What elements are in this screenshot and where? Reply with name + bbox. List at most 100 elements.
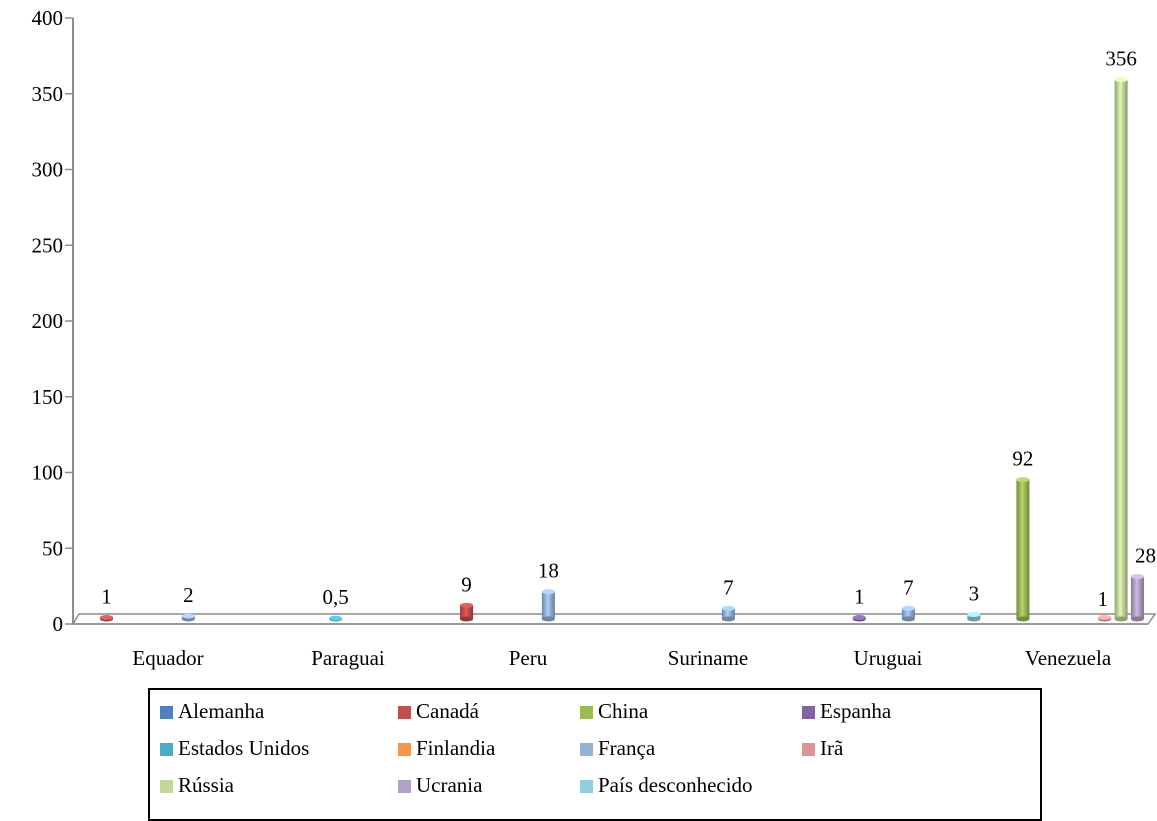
bar-cap	[181, 613, 195, 619]
bar-china-venezuela	[1016, 477, 1030, 622]
legend-item-frança: França	[580, 733, 655, 763]
legend-item-alemanha: Alemanha	[160, 696, 264, 726]
data-label: 356	[1105, 47, 1137, 71]
bar-body	[1114, 79, 1128, 619]
data-label: 9	[461, 572, 472, 596]
bar-cap	[901, 605, 915, 611]
bar-body	[901, 608, 915, 619]
bar-base	[1016, 616, 1030, 622]
data-label: 28	[1135, 544, 1156, 568]
legend-swatch	[580, 780, 593, 793]
bar-body	[541, 591, 555, 619]
bar-irã-venezuela	[1098, 614, 1112, 622]
x-tick-label: Paraguai	[311, 646, 385, 670]
bar-base	[1114, 616, 1128, 622]
bar-cap	[541, 589, 555, 595]
bar-base	[721, 616, 735, 622]
bar-cap	[1114, 77, 1128, 83]
bar-base	[1130, 616, 1144, 622]
bar-cap	[1130, 574, 1144, 580]
data-label: 2	[183, 583, 194, 607]
bar-base	[967, 616, 981, 622]
legend-swatch	[160, 780, 173, 793]
legend-label: França	[598, 736, 656, 760]
data-label: 1	[1097, 587, 1108, 611]
legend-label: Irã	[820, 736, 844, 760]
y-tick-label: 100	[32, 461, 64, 485]
bar-frança-peru	[541, 589, 555, 622]
y-tick-label: 150	[32, 385, 64, 409]
data-label: 18	[538, 559, 559, 583]
bar-cap	[100, 614, 114, 620]
legend-swatch	[580, 743, 593, 756]
x-tick-label: Uruguai	[854, 646, 923, 670]
bar-frança-equador	[181, 613, 195, 622]
x-tick-label: Suriname	[668, 646, 748, 670]
bar-body	[1130, 576, 1144, 619]
bar-espanha-uruguai	[852, 614, 866, 622]
bar-body	[1016, 479, 1030, 619]
bar-cap	[460, 602, 474, 608]
y-tick-label: 300	[32, 158, 64, 182]
y-tick-label: 350	[32, 82, 64, 106]
chart-floor	[71, 613, 1157, 625]
bar-body	[460, 605, 474, 619]
legend-item-irã: Irã	[802, 733, 843, 763]
bar-país-desconhecido-uruguai	[967, 611, 981, 622]
legend-swatch	[160, 706, 173, 719]
chart-labels: 0 50 100 150 200 250 300 350 400 Equador Paraguai P…	[32, 6, 1156, 670]
legend-label: Ucrania	[416, 773, 483, 797]
bar-canadá-peru	[460, 602, 474, 622]
legend-swatch	[398, 780, 411, 793]
legend-item-china: China	[580, 696, 648, 726]
legend-swatch	[802, 706, 815, 719]
legend-swatch	[580, 706, 593, 719]
bar-cap	[1098, 614, 1112, 620]
legend-label: Estados Unidos	[178, 736, 310, 760]
legend-swatch	[398, 743, 411, 756]
legend-item-rússia: Rússia	[160, 770, 234, 800]
bar-body	[721, 608, 735, 619]
bar-chart: 0 50 100 150 200 250 300 350 400 Equador Paraguai P…	[32, 6, 1157, 670]
bar-base	[901, 616, 915, 622]
y-tick-label: 250	[32, 233, 64, 257]
legend-swatch	[802, 743, 815, 756]
bar-base	[541, 616, 555, 622]
x-tick-label: Peru	[509, 646, 548, 670]
legend-label: Rússia	[178, 773, 235, 797]
legend-item-país-desconhecido: País desconhecido	[580, 770, 753, 800]
bar-cap	[721, 605, 735, 611]
bar-canadá-equador	[100, 614, 114, 622]
legend-label: China	[598, 699, 649, 723]
bar-cap	[852, 614, 866, 620]
legend-item-espanha: Espanha	[802, 696, 891, 726]
bar-cap	[1016, 477, 1030, 483]
bar-frança-suriname	[721, 605, 735, 622]
x-tick-label: Venezuela	[1025, 646, 1112, 670]
bar-cap	[967, 611, 981, 617]
bar-estados-unidos-paraguai	[329, 615, 343, 622]
chart-legend: Alemanha Canadá China Espanha Estados Unidos…	[148, 688, 1042, 821]
bar-frança-uruguai	[901, 605, 915, 622]
x-tick-label: Equador	[132, 646, 203, 670]
bar-rússia-venezuela	[1114, 77, 1128, 622]
data-label: 1	[854, 584, 865, 608]
data-label: 92	[1012, 447, 1033, 471]
y-tick-label: 200	[32, 309, 64, 333]
data-label: 1	[101, 584, 112, 608]
legend-label: Alemanha	[178, 699, 265, 723]
bar-base	[460, 616, 474, 622]
legend-swatch	[160, 743, 173, 756]
legend-label: País desconhecido	[598, 773, 753, 797]
data-label: 7	[723, 575, 734, 599]
y-tick-label: 0	[53, 612, 64, 636]
data-label: 7	[903, 575, 914, 599]
legend-item-finlandia: Finlandia	[398, 733, 495, 763]
y-tick-label: 400	[32, 6, 64, 30]
legend-item-canadá: Canadá	[398, 696, 479, 726]
legend-label: Espanha	[820, 699, 892, 723]
legend-item-estados-unidos: Estados Unidos	[160, 733, 309, 763]
data-label: 3	[969, 581, 980, 605]
legend-swatch	[398, 706, 411, 719]
bar-ucrania-venezuela	[1130, 574, 1144, 622]
